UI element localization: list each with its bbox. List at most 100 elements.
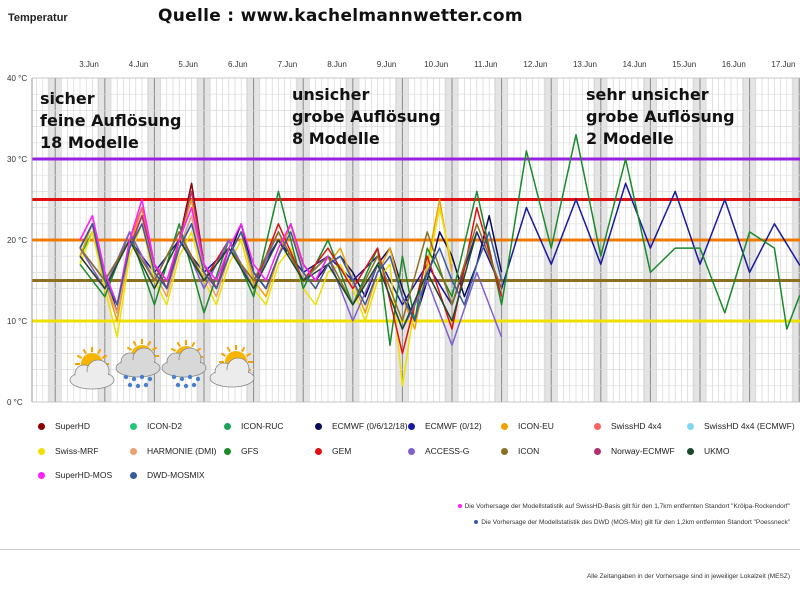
legend-swatch	[687, 422, 694, 430]
sun-cloud-icon	[209, 345, 255, 388]
sun-ray	[220, 352, 227, 357]
sun-ray	[245, 352, 252, 357]
legend-label: ICON-EU	[518, 421, 554, 431]
x-tick-label: 12.Jun	[523, 60, 547, 69]
legend-swatch	[130, 471, 137, 479]
annotation-line: sehr unsicher	[586, 85, 709, 104]
legend-item: SwissHD 4x4 (ECMWF)	[687, 421, 795, 431]
rain-drop	[191, 382, 197, 388]
legend-label: SuperHD-MOS	[55, 470, 113, 480]
legend-item: ACCESS-G	[408, 446, 469, 456]
annotation-line: 2 Modelle	[586, 129, 674, 148]
legend-label: SwissHD 4x4	[611, 421, 662, 431]
annotation-uncertain: unsicher grobe Auflösung 8 Modelle	[292, 84, 441, 150]
weather-icons	[69, 339, 255, 390]
y-tick-label: 10 °C	[7, 317, 27, 326]
legend-item: ECMWF (0/12)	[408, 421, 482, 431]
y-tick-label: 30 °C	[7, 155, 27, 164]
x-tick-label: 16.Jun	[722, 60, 746, 69]
legend-label: SuperHD	[55, 421, 90, 431]
legend-item: DWD-MOSMIX	[130, 470, 205, 480]
footnote-dot	[474, 520, 479, 525]
legend-item: GFS	[224, 446, 258, 456]
legend-label: DWD-MOSMIX	[147, 470, 205, 480]
legend-label: HARMONIE (DMI)	[147, 446, 217, 456]
sun-ray	[241, 346, 246, 353]
divider	[0, 549, 800, 550]
x-tick-label: 8.Jun	[327, 60, 347, 69]
sun-ray	[176, 341, 181, 348]
y-tick-label: 0 °C	[7, 398, 23, 407]
rain-drop	[127, 382, 133, 388]
series-line	[79, 231, 478, 330]
x-tick-label: 4.Jun	[129, 60, 149, 69]
legend-label: ICON-D2	[147, 421, 182, 431]
legend-swatch	[594, 447, 601, 455]
cloud-fill	[211, 370, 253, 386]
y-tick-label: 40 °C	[7, 74, 27, 83]
y-tick-label: 20 °C	[7, 236, 27, 245]
sun-ray	[76, 354, 83, 359]
rain-drop	[147, 376, 153, 382]
legend-swatch	[315, 422, 322, 430]
legend-item: Swiss-MRF	[38, 446, 98, 456]
legend-item: ICON-EU	[501, 421, 554, 431]
legend-item: Norway-ECMWF	[594, 446, 675, 456]
legend-label: ECMWF (0/6/12/18)	[332, 421, 408, 431]
rain-cloud-icon	[115, 339, 161, 389]
sun-ray	[147, 340, 152, 347]
footnote-dot	[457, 504, 462, 509]
rain-drop	[195, 376, 201, 382]
legend-swatch	[130, 422, 137, 430]
annotation-line: unsicher	[292, 85, 370, 104]
sun-ray	[132, 340, 137, 347]
annotation-very-uncertain: sehr unsicher grobe Auflösung 2 Modelle	[586, 84, 735, 150]
legend-label: GFS	[241, 446, 259, 456]
annotation-line: sicher	[40, 89, 95, 108]
annotation-line: 18 Modelle	[40, 133, 139, 152]
footnote-text: Die Vorhersage der Modellstatistik auf S…	[464, 503, 790, 510]
timezone-note: Alle Zeitangaben in der Vorhersage sind …	[586, 573, 790, 580]
legend-swatch	[38, 422, 45, 430]
legend-swatch	[315, 447, 322, 455]
sun-ray	[191, 341, 196, 348]
sun-ray	[170, 347, 177, 352]
legend-label: ECMWF (0/12)	[425, 421, 482, 431]
rain-drop	[175, 382, 181, 388]
legend-item: SwissHD 4x4	[594, 421, 662, 431]
footnote-text: Die Vorhersage der Modellstatistik des D…	[481, 519, 790, 526]
legend-swatch	[501, 447, 508, 455]
series-line	[79, 133, 800, 347]
sun-ray	[151, 346, 158, 351]
annotation-certain: sicher feine Auflösung 18 Modelle	[40, 88, 182, 154]
rain-drop	[183, 383, 189, 389]
annotation-line: feine Auflösung	[40, 111, 182, 130]
sun-ray	[97, 348, 102, 355]
sun-ray	[101, 354, 108, 359]
x-tick-label: 6.Jun	[228, 60, 248, 69]
legend-swatch	[224, 447, 231, 455]
legend-label: ACCESS-G	[425, 446, 470, 456]
chart-axes: 0 °C 10 °C 20 °C 30 °C 40 °C 3.Jun 4.Jun 5.Jun 6…	[7, 60, 795, 407]
legend-item: HARMONIE (DMI)	[130, 446, 216, 456]
annotation-line: grobe Auflösung	[586, 107, 735, 126]
rain-drop	[179, 376, 185, 382]
legend-swatch	[38, 447, 45, 455]
legend-item: ICON-D2	[130, 421, 182, 431]
rain-drop	[131, 376, 137, 382]
annotation-line: grobe Auflösung	[292, 107, 441, 126]
rain-drop	[143, 382, 149, 388]
annotation-line: 8 Modelle	[292, 129, 380, 148]
x-tick-label: 13.Jun	[573, 60, 597, 69]
rain-drop	[187, 374, 193, 380]
legend-label: Norway-ECMWF	[611, 446, 675, 456]
legend-swatch	[408, 447, 415, 455]
rain-cloud-icon	[161, 340, 207, 389]
cloud-fill	[71, 372, 113, 388]
rain-drop	[123, 374, 129, 380]
x-tick-label: 7.Jun	[278, 60, 298, 69]
legend-label: UKMO	[704, 446, 730, 456]
rain-drop	[139, 374, 145, 380]
rain-drop	[135, 383, 141, 389]
